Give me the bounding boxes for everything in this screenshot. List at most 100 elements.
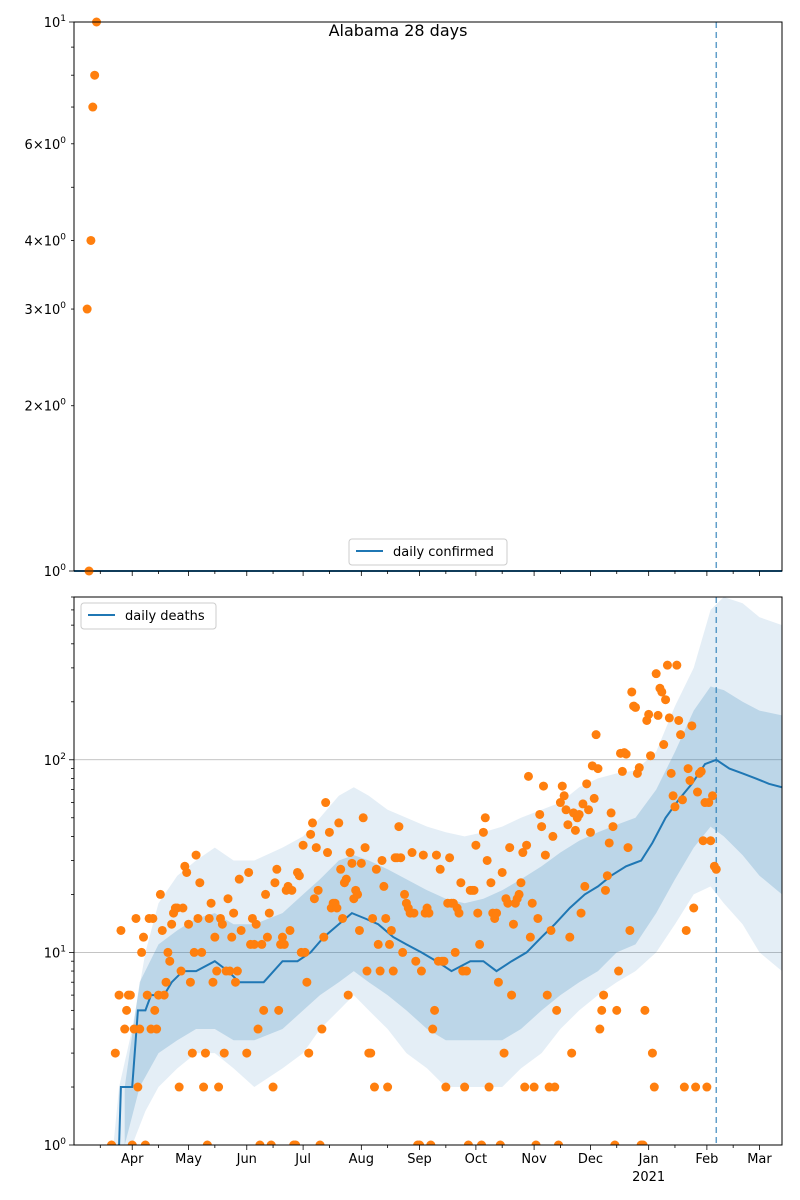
deaths-point — [185, 977, 195, 987]
deaths-point — [321, 798, 331, 808]
deaths-point — [137, 947, 147, 957]
deaths-point — [317, 1024, 327, 1034]
deaths-point — [469, 885, 479, 895]
deaths-point — [165, 956, 175, 966]
deaths-point — [229, 908, 239, 918]
confirmed-point — [88, 102, 98, 112]
deaths-point — [612, 1005, 622, 1015]
x-tick-label: Apr — [121, 1152, 144, 1167]
deaths-legend: daily deaths — [80, 602, 217, 630]
deaths-point — [653, 710, 663, 720]
deaths-point — [698, 836, 708, 846]
x-year-label: 2021 — [632, 1170, 665, 1185]
deaths-point — [493, 977, 503, 987]
deaths-point — [264, 908, 274, 918]
deaths-point — [334, 818, 344, 828]
deaths-point — [142, 990, 152, 1000]
deaths-point — [182, 867, 192, 877]
deaths-point — [638, 1140, 648, 1145]
deaths-point — [110, 1048, 120, 1058]
deaths-point — [681, 925, 691, 935]
deaths-point — [431, 850, 441, 860]
deaths-point — [692, 787, 702, 797]
deaths-point — [347, 858, 357, 868]
deaths-point — [114, 990, 124, 1000]
deaths-point — [621, 749, 631, 759]
deaths-point — [157, 925, 167, 935]
confirmed-point — [86, 235, 96, 245]
deaths-point — [208, 977, 218, 987]
deaths-point — [460, 1082, 470, 1092]
deaths-point — [450, 947, 460, 957]
deaths-point — [127, 1140, 137, 1145]
deaths-point — [499, 1048, 509, 1058]
deaths-point — [640, 1005, 650, 1015]
deaths-point — [623, 843, 633, 853]
deaths-point — [552, 1005, 562, 1015]
deaths-point — [473, 908, 483, 918]
legend-box — [348, 538, 508, 566]
deaths-point — [184, 919, 194, 929]
deaths-point — [416, 966, 426, 976]
deaths-point — [206, 898, 216, 908]
deaths-point — [617, 766, 627, 776]
deaths-point — [298, 840, 308, 850]
deaths-point — [418, 850, 428, 860]
deaths-point — [371, 864, 381, 874]
deaths-point — [285, 925, 295, 935]
deaths-point — [262, 932, 272, 942]
deaths-point — [161, 977, 171, 987]
deaths-axes-frame — [73, 596, 783, 1146]
deaths-point — [426, 1140, 436, 1145]
deaths-point — [345, 848, 355, 858]
deaths-point — [595, 1024, 605, 1034]
deaths-point — [291, 1140, 301, 1145]
deaths-point — [176, 966, 186, 976]
deaths-point — [242, 1048, 252, 1058]
deaths-point — [306, 829, 316, 839]
deaths-point — [362, 966, 372, 976]
deaths-point — [533, 913, 543, 923]
deaths-point — [313, 885, 323, 895]
deaths-point — [341, 874, 351, 884]
deaths-point — [606, 808, 616, 818]
deaths-point — [445, 853, 455, 863]
deaths-point — [336, 864, 346, 874]
y-tick-label: 2×100 — [25, 398, 67, 415]
deaths-point — [589, 793, 599, 803]
deaths-point — [428, 1024, 438, 1034]
deaths-point — [478, 827, 488, 837]
deaths-point — [204, 913, 214, 923]
deaths-point — [584, 805, 594, 815]
deaths-point — [582, 779, 592, 789]
deaths-point — [272, 864, 282, 874]
deaths-point — [550, 1082, 560, 1092]
deaths-point — [394, 822, 404, 832]
deaths-point — [366, 1048, 376, 1058]
deaths-point — [163, 947, 173, 957]
deaths-point — [484, 1082, 494, 1092]
deaths-point — [646, 751, 656, 761]
deaths-point — [214, 1082, 224, 1092]
deaths-point — [189, 947, 199, 957]
deaths-point — [670, 802, 680, 812]
deaths-point — [659, 740, 669, 750]
deaths-point — [107, 1140, 117, 1145]
deaths-point — [563, 820, 573, 830]
deaths-point — [338, 913, 348, 923]
deaths-point — [538, 781, 548, 791]
deaths-point — [309, 894, 319, 904]
y-tick-label: 100 — [44, 1137, 67, 1154]
deaths-point — [409, 908, 419, 918]
deaths-point — [227, 932, 237, 942]
deaths-point — [244, 867, 254, 877]
deaths-point — [223, 894, 233, 904]
deaths-point — [234, 874, 244, 884]
deaths-point — [253, 1024, 263, 1034]
deaths-point — [279, 939, 289, 949]
deaths-point — [523, 771, 533, 781]
deaths-point — [555, 798, 565, 808]
deaths-point — [236, 925, 246, 935]
deaths-point — [274, 1005, 284, 1015]
deaths-point — [540, 850, 550, 860]
